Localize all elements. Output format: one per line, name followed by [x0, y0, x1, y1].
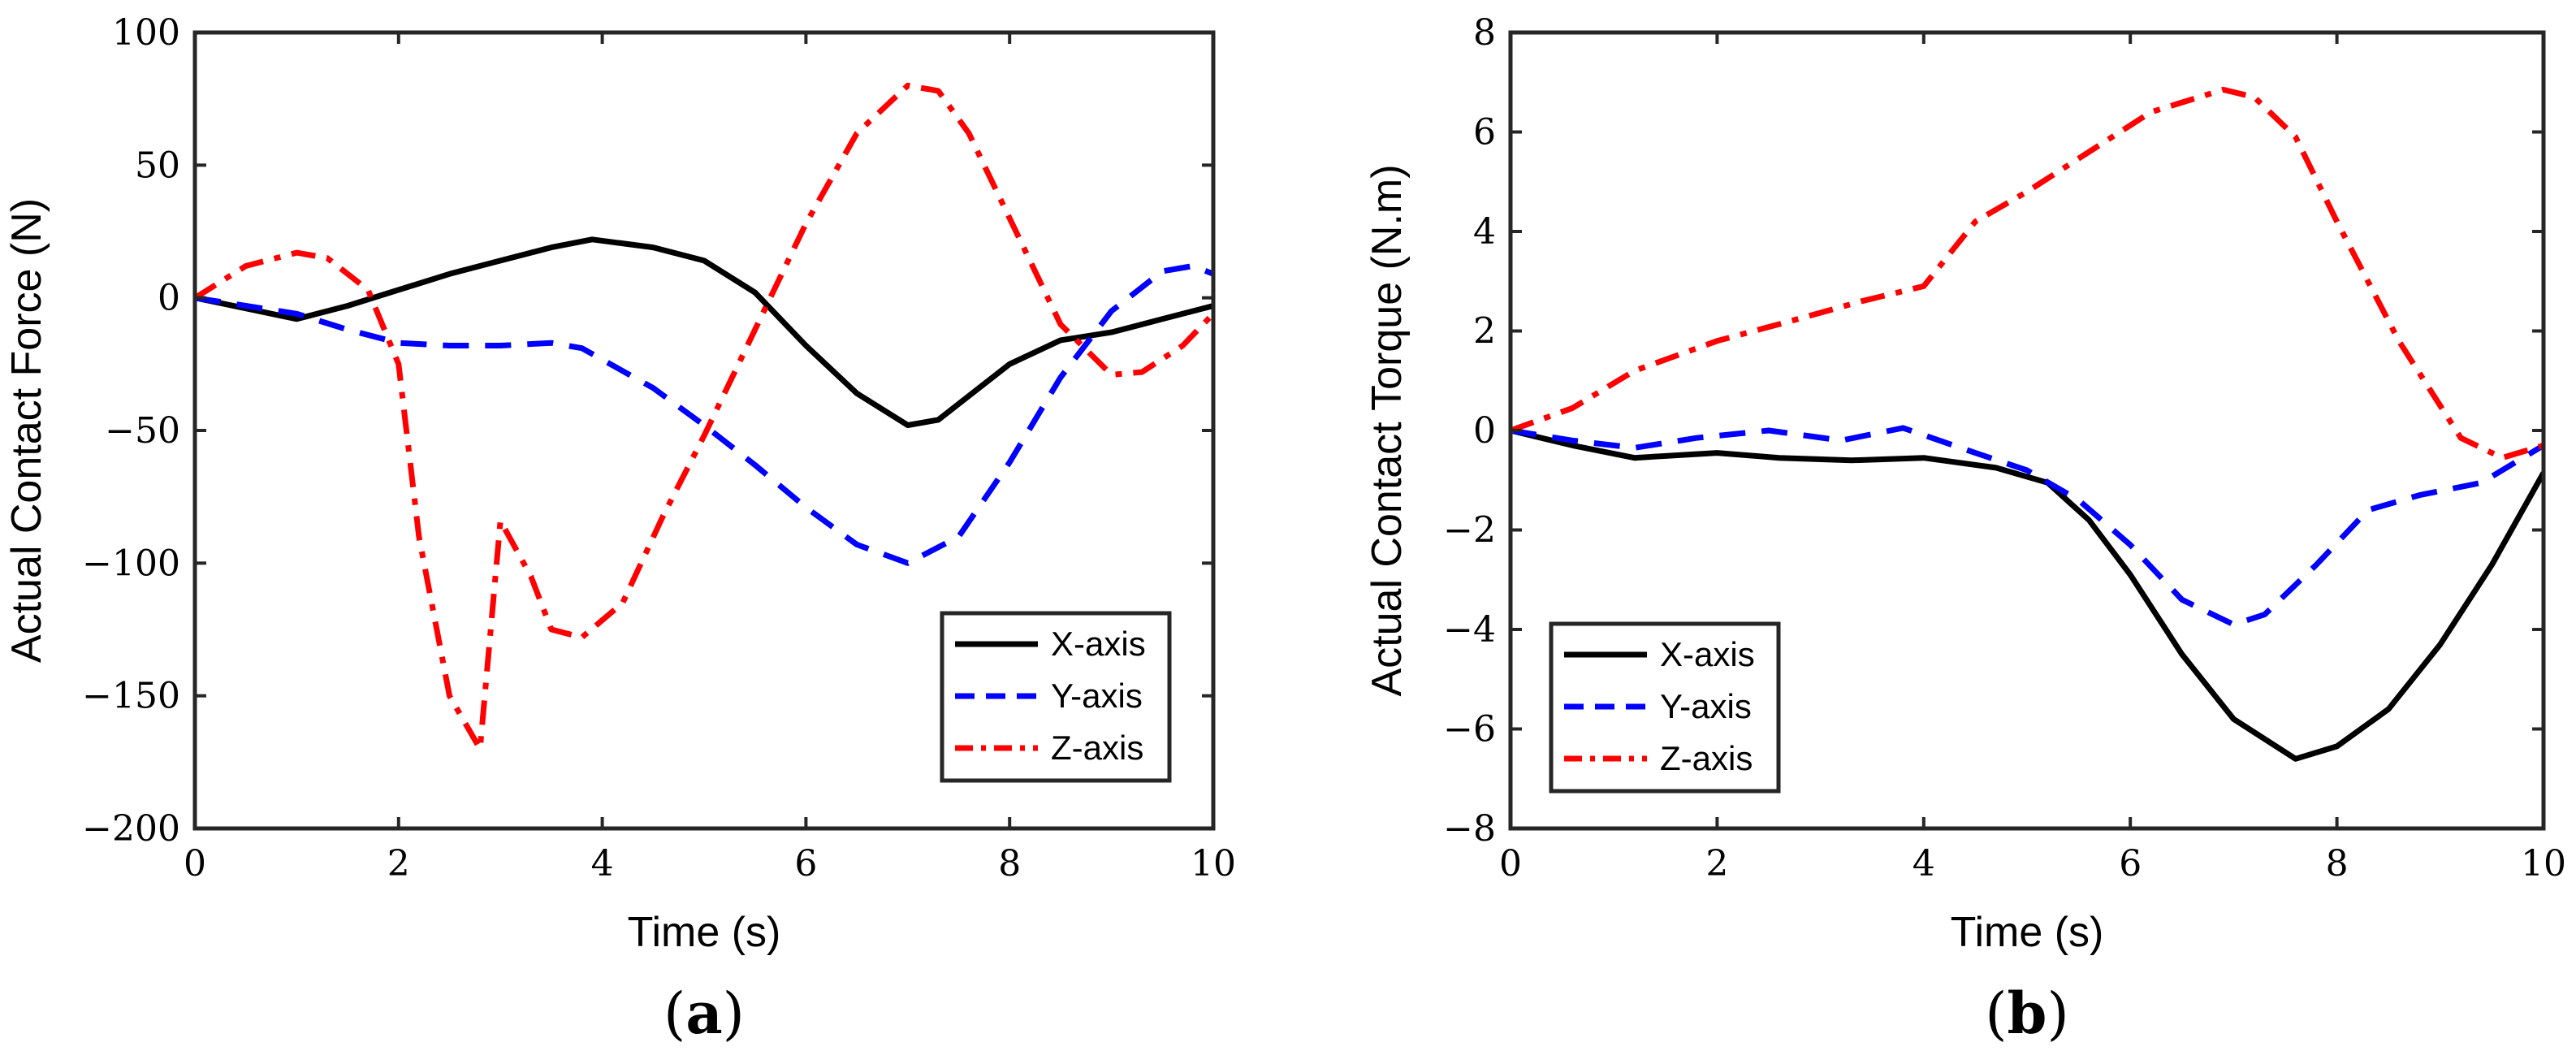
series-line-x-axis	[1511, 427, 2544, 762]
y-tick-label: 4	[1473, 211, 1496, 253]
y-axis-label: Actual Contact Torque (N.m)	[1364, 164, 1411, 696]
panel-label: (a)	[663, 980, 745, 1047]
legend: X-axis Y-axis Z-axis	[940, 611, 1172, 783]
y-tick-label: 0	[158, 278, 180, 319]
y-tick-label: −6	[1443, 709, 1496, 750]
y-tick-label: 6	[1473, 112, 1496, 154]
y-tick-label: 0	[1473, 410, 1496, 452]
legend-box	[940, 611, 1172, 783]
y-tick-label: −2	[1443, 510, 1496, 551]
y-axis-label: Actual Contact Force (N)	[3, 198, 50, 663]
legend-label-x-axis: X-axis	[1660, 635, 1755, 673]
series-line-x-axis	[195, 236, 1213, 428]
y-tick-label: −50	[105, 410, 180, 452]
legend-label-y-axis: Y-axis	[1051, 677, 1143, 715]
y-tick-label: 2	[1473, 311, 1496, 353]
x-tick-label: 2	[1705, 843, 1728, 885]
legend-label-y-axis: Y-axis	[1660, 687, 1752, 725]
y-tick-label: −4	[1443, 609, 1496, 651]
x-axis-label: Time (s)	[628, 909, 781, 956]
chart-panel-a: 0 2 4 6 8 10 −200 −150 −100 −50 0 50 100 Time (s) Actu…	[3, 12, 1236, 1047]
series-line-y-axis	[1511, 425, 2544, 628]
x-tick-label: 10	[2521, 843, 2566, 885]
y-tick-label: 8	[1473, 12, 1496, 54]
y-tick-label: −8	[1443, 808, 1496, 850]
y-tick-label: −100	[82, 543, 180, 584]
x-axis-label: Time (s)	[1951, 909, 2104, 956]
legend-label-x-axis: X-axis	[1051, 625, 1146, 663]
y-tick-label: 50	[135, 145, 180, 186]
x-tick-label: 8	[998, 843, 1021, 885]
series-line-y-axis	[195, 263, 1213, 566]
x-tick-label: 6	[794, 843, 817, 885]
series-line-z-axis	[1511, 86, 2544, 461]
x-tick-label: 2	[387, 843, 410, 885]
legend: X-axis Y-axis Z-axis	[1549, 621, 1781, 794]
legend-label-z-axis: Z-axis	[1660, 739, 1753, 777]
x-tick-label: 4	[1913, 843, 1935, 885]
y-tick-label: 100	[112, 12, 180, 54]
y-tick-label: −200	[82, 808, 180, 850]
x-tick-label: 0	[1499, 843, 1522, 885]
x-tick-label: 0	[184, 843, 206, 885]
x-tick-label: 6	[2119, 843, 2142, 885]
legend-box	[1549, 621, 1781, 794]
panel-label: (b)	[1985, 980, 2069, 1047]
x-tick-label: 4	[591, 843, 614, 885]
y-tick-label: −150	[82, 676, 180, 717]
series-line-z-axis	[195, 82, 1213, 752]
legend-label-z-axis: Z-axis	[1051, 729, 1143, 767]
x-tick-label: 10	[1191, 843, 1236, 885]
chart-panel-b: 0 2 4 6 8 10 −8 −6 −4 −2 0 2 4 6 8 Time (s) Actual Conta…	[1364, 12, 2566, 1047]
x-tick-label: 8	[2326, 843, 2349, 885]
